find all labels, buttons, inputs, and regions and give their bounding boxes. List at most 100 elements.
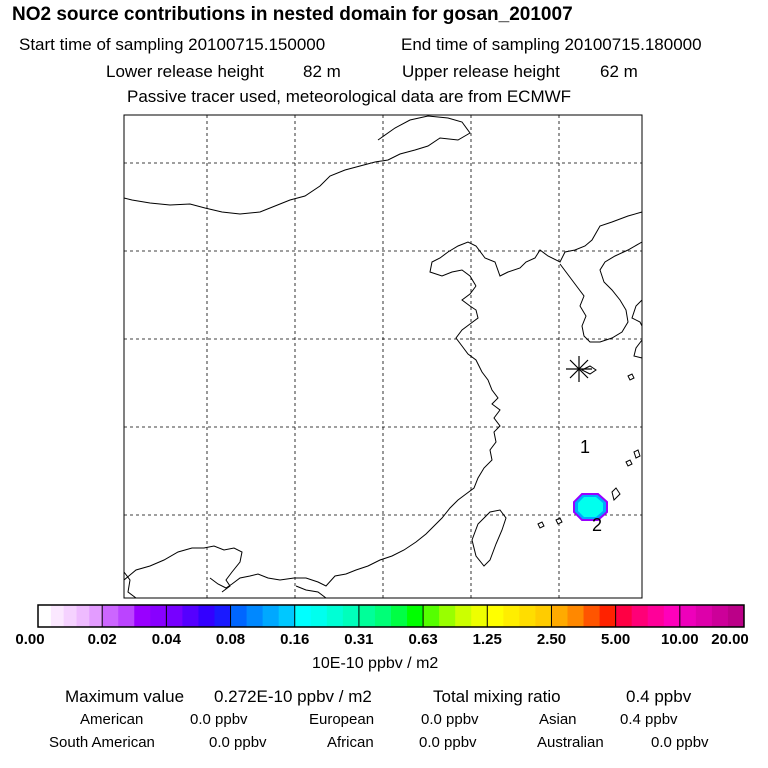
colorbar-tick-label: 20.00: [711, 631, 749, 648]
region-name: Asian: [539, 711, 577, 728]
colorbar-cell: [326, 605, 344, 627]
colorbar-cell: [102, 605, 119, 627]
small-island: [555, 517, 563, 525]
start-time-label: Start time of sampling 20100715.150000: [19, 35, 326, 54]
total-mixing-label: Total mixing ratio: [433, 687, 561, 706]
region-name: South American: [49, 734, 155, 751]
colorbar-tick-label: 0.31: [344, 631, 374, 648]
upper-release-value: 62 m: [600, 62, 638, 81]
upper-release-label: Upper release height: [402, 62, 560, 81]
colorbar-cell: [519, 605, 536, 627]
coastlines: [123, 115, 643, 599]
colorbar-cell: [50, 605, 65, 627]
colorbar-cell: [342, 605, 360, 627]
colorbar-cell: [278, 605, 296, 627]
colorbar-cell: [503, 605, 520, 627]
colorbar-cell: [358, 605, 376, 627]
max-value: 0.272E-10 ppbv / m2: [214, 687, 372, 706]
colorbar-cell: [166, 605, 183, 627]
colorbar-tick-label: 1.25: [472, 631, 502, 648]
colorbar-cell: [246, 605, 264, 627]
colorbar-cell: [262, 605, 280, 627]
region-value: 0.0 ppbv: [190, 711, 248, 728]
colorbar-cell: [663, 605, 681, 627]
colorbar-tick-label: 5.00: [601, 631, 631, 648]
colorbar-cell: [89, 605, 103, 627]
colorbar-cell: [76, 605, 90, 627]
region-name: Australian: [537, 734, 604, 751]
map-frame: [123, 114, 643, 599]
colorbar-cell: [727, 605, 745, 627]
colorbar-tick-label: 2.50: [536, 631, 567, 648]
tracer-note: Passive tracer used, meteorological data…: [127, 87, 572, 106]
colorbar-cell: [423, 605, 440, 627]
small-island: [537, 521, 545, 529]
colorbar-cell: [118, 605, 135, 627]
colorbar-cell: [391, 605, 408, 627]
colorbar-cell: [198, 605, 215, 627]
colorbar-tick-label: 0.08: [215, 631, 246, 648]
colorbar-tick-label: 0.04: [151, 631, 181, 648]
colorbar-cell: [407, 605, 424, 627]
chart-title: NO2 source contributions in nested domai…: [12, 4, 573, 25]
concentration-plume: [573, 493, 608, 521]
region-value: 0.0 ppbv: [421, 711, 479, 728]
colorbar-tick-label: 10.00: [661, 631, 699, 648]
region-name: European: [309, 711, 375, 728]
region-value: 0.4 ppbv: [620, 711, 678, 728]
taiwan-coastline: [471, 509, 507, 567]
point-label-1: 1: [580, 437, 591, 457]
colorbar-tick-label: 0.63: [408, 631, 438, 648]
small-island: [611, 487, 621, 501]
region-value: 0.0 ppbv: [419, 734, 477, 751]
colorbar-cell: [230, 605, 248, 627]
colorbar-cell: [63, 605, 78, 627]
border-line-south: [123, 545, 243, 593]
region-value: 0.0 ppbv: [651, 734, 709, 751]
colorbar-cell: [38, 605, 52, 627]
colorbar-tick-label: 0.16: [280, 631, 310, 648]
lower-release-value: 82 m: [303, 62, 341, 81]
border-line-north: [123, 115, 471, 215]
colorbar-cell: [487, 605, 504, 627]
map-grid: [124, 115, 642, 598]
colorbar-cell: [599, 605, 617, 627]
colorbar-tick-label: 0.00: [15, 631, 45, 648]
border-line-northeast: [429, 211, 643, 287]
colorbar-cell: [471, 605, 488, 627]
colorbar-tick-label: 0.02: [87, 631, 117, 648]
colorbar-cell: [679, 605, 697, 627]
region-name: American: [80, 711, 144, 728]
colorbar-cell: [374, 605, 392, 627]
colorbar-cell: [583, 605, 601, 627]
colorbar-units: 10E-10 ppbv / m2: [312, 655, 439, 672]
japan-coastline: [631, 299, 643, 327]
japan-south-coast: [633, 339, 643, 359]
colorbar-cell: [150, 605, 167, 627]
colorbar-cell: [439, 605, 456, 627]
end-time-label: End time of sampling 20100715.180000: [401, 35, 702, 54]
region-value: 0.0 ppbv: [209, 734, 267, 751]
colorbar-frame: [37, 604, 745, 628]
small-island: [625, 459, 633, 467]
colorbar-cell: [711, 605, 729, 627]
colorbar-cell: [134, 605, 151, 627]
colorbar-cells: [38, 605, 745, 627]
small-island: [627, 373, 635, 381]
colorbar-cell: [567, 605, 585, 627]
station-asterisk-marker: [566, 356, 592, 382]
point-label-2: 2: [592, 515, 603, 535]
colorbar-cell: [631, 605, 649, 627]
coast-south: [295, 585, 327, 599]
total-mixing-value: 0.4 ppbv: [626, 687, 692, 706]
region-name: African: [327, 734, 374, 751]
china-coastline: [209, 285, 501, 589]
korea-coastline: [559, 241, 643, 343]
colorbar-cell: [647, 605, 665, 627]
colorbar-cell: [182, 605, 199, 627]
colorbar-cell: [214, 605, 232, 627]
colorbar-cell: [551, 605, 568, 627]
small-island: [633, 449, 641, 459]
colorbar-cell: [695, 605, 713, 627]
